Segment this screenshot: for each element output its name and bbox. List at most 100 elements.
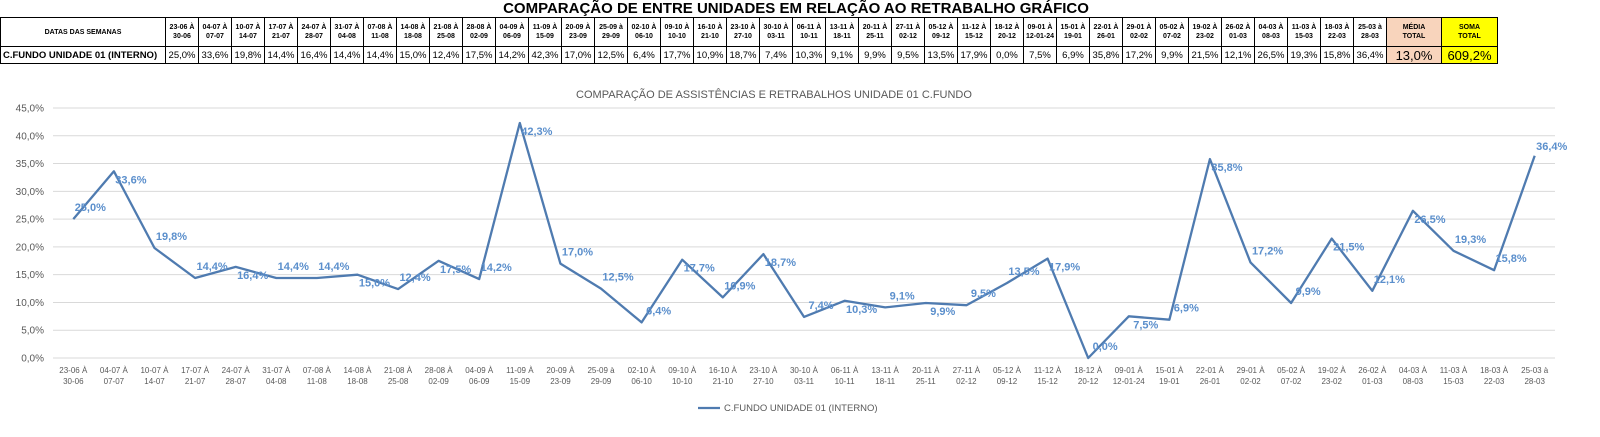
x-tick-label: 15-12: [1037, 377, 1058, 386]
week-value-cell[interactable]: 33,6%: [199, 47, 232, 64]
week-value-cell[interactable]: 14,2%: [496, 47, 529, 64]
row-label[interactable]: C.FUNDO UNIDADE 01 (INTERNO): [1, 47, 166, 64]
data-label: 17,7%: [684, 263, 715, 275]
week-value-cell[interactable]: 10,9%: [694, 47, 727, 64]
week-value-cell[interactable]: 19,3%: [1288, 47, 1321, 64]
week-value-cell[interactable]: 17,5%: [463, 47, 496, 64]
week-header-line: 23-09: [562, 32, 594, 41]
week-value-cell[interactable]: 19,8%: [232, 47, 265, 64]
week-header-line: 08-03: [1255, 32, 1287, 41]
x-tick-label: 19-01: [1159, 377, 1180, 386]
week-value-cell[interactable]: 7,5%: [1024, 47, 1057, 64]
week-value-cell[interactable]: 14,4%: [265, 47, 298, 64]
week-value-cell[interactable]: 17,2%: [1123, 47, 1156, 64]
week-value-cell[interactable]: 9,9%: [1156, 47, 1189, 64]
week-value-cell[interactable]: 21,5%: [1189, 47, 1222, 64]
soma-total-value[interactable]: 609,2%: [1442, 47, 1498, 64]
x-tick-label: 27-10: [753, 377, 774, 386]
media-total-value[interactable]: 13,0%: [1387, 47, 1442, 64]
week-value-cell[interactable]: 17,7%: [661, 47, 694, 64]
week-value-cell[interactable]: 6,9%: [1057, 47, 1090, 64]
week-value-cell[interactable]: 25,0%: [166, 47, 199, 64]
week-value-cell[interactable]: 42,3%: [529, 47, 562, 64]
x-tick-label: 05-12 À: [993, 366, 1022, 375]
week-value-cell[interactable]: 7,4%: [760, 47, 793, 64]
week-value-cell[interactable]: 35,8%: [1090, 47, 1123, 64]
x-tick-label: 07-07: [104, 377, 125, 386]
x-tick-label: 02-02: [1240, 377, 1261, 386]
x-tick-label: 06-09: [469, 377, 490, 386]
x-tick-label: 10-11: [835, 377, 855, 386]
week-value-cell[interactable]: 9,5%: [892, 47, 925, 64]
week-value-cell[interactable]: 12,5%: [595, 47, 628, 64]
week-value-cell[interactable]: 9,9%: [859, 47, 892, 64]
week-value-cell[interactable]: 17,9%: [958, 47, 991, 64]
data-label: 17,2%: [1252, 245, 1283, 257]
week-value-cell[interactable]: 13,5%: [925, 47, 958, 64]
week-value-cell[interactable]: 36,4%: [1354, 47, 1387, 64]
week-value-cell[interactable]: 15,8%: [1321, 47, 1354, 64]
week-value-cell[interactable]: 17,0%: [562, 47, 595, 64]
x-tick-label: 06-11 À: [831, 366, 859, 375]
week-value-cell[interactable]: 12,4%: [430, 47, 463, 64]
week-header-line: 10-11: [793, 32, 825, 41]
week-value-cell[interactable]: 26,5%: [1255, 47, 1288, 64]
week-header-line: 10-10: [661, 32, 693, 41]
week-value-cell[interactable]: 16,4%: [298, 47, 331, 64]
week-value-cell[interactable]: 18,7%: [727, 47, 760, 64]
x-tick-label: 23-06 À: [59, 366, 88, 375]
week-value-cell[interactable]: 9,1%: [826, 47, 859, 64]
row-header-label[interactable]: DATAS DAS SEMANAS: [1, 18, 166, 47]
x-tick-label: 08-03: [1403, 377, 1424, 386]
week-value-cell[interactable]: 10,3%: [793, 47, 826, 64]
week-value-cell[interactable]: 14,4%: [364, 47, 397, 64]
week-value-cell[interactable]: 12,1%: [1222, 47, 1255, 64]
week-value-cell[interactable]: 15,0%: [397, 47, 430, 64]
week-value-cell[interactable]: 0,0%: [991, 47, 1024, 64]
chart-area[interactable]: COMPARAÇÃO DE ASSISTÊNCIAS E RETRABALHOS…: [0, 64, 1600, 432]
week-header-line: 24-07 À: [298, 23, 330, 32]
week-value-cell[interactable]: 6,4%: [628, 47, 661, 64]
week-value-cell[interactable]: 14,4%: [331, 47, 364, 64]
week-header-line: 31-07 À: [331, 23, 363, 32]
